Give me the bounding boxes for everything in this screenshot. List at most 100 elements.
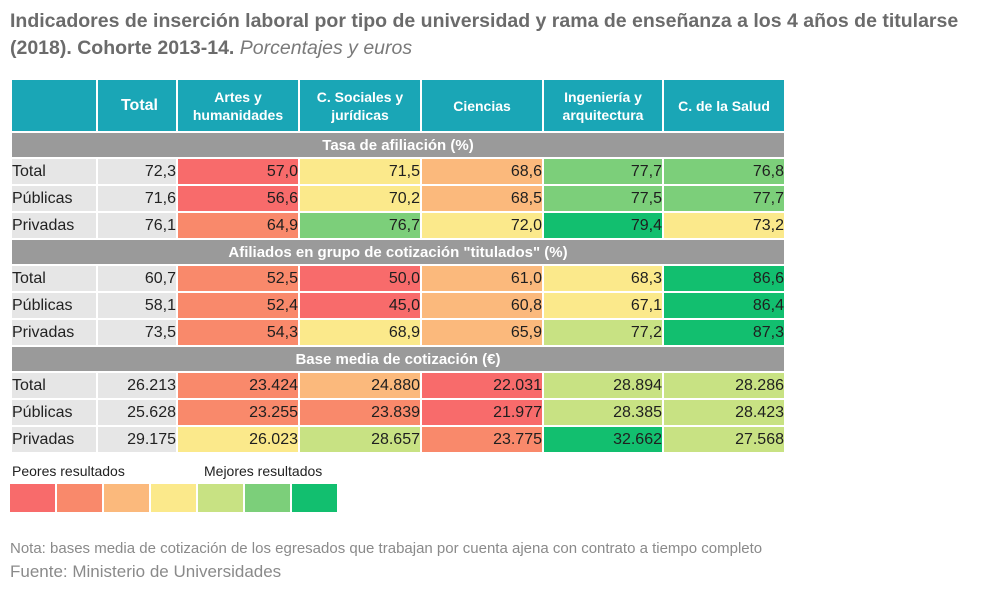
total-cell: 26.213 [96, 371, 178, 400]
value-cell: 28.657 [298, 425, 422, 454]
value-cell: 68,3 [542, 264, 664, 293]
section-title: Base media de cotización (€) [10, 345, 786, 373]
indicators-table: Total Artes y humanidades C. Sociales y … [10, 78, 786, 454]
table-body: Tasa de afiliación (%) Total 72,3 57,0 71,5 6… [10, 131, 786, 454]
column-header: Ciencias [420, 78, 544, 133]
value-cell: 24.880 [298, 371, 422, 400]
value-cell: 52,4 [176, 291, 300, 320]
value-cell: 52,5 [176, 264, 300, 293]
legend-color-scale [10, 484, 339, 512]
value-cell: 26.023 [176, 425, 300, 454]
row-label: Privadas [10, 211, 98, 240]
value-cell: 73,2 [662, 211, 786, 240]
value-cell: 23.255 [176, 398, 300, 427]
value-cell: 86,4 [662, 291, 786, 320]
value-cell: 28.423 [662, 398, 786, 427]
column-header: Ingeniería y arquitectura [542, 78, 664, 133]
value-cell: 57,0 [176, 157, 300, 186]
row-label: Total [10, 157, 98, 186]
value-cell: 61,0 [420, 264, 544, 293]
table-header-row: Total Artes y humanidades C. Sociales y … [10, 78, 786, 133]
table-row: Públicas 25.628 23.255 23.839 21.977 28.385 28… [10, 398, 786, 427]
value-cell: 23.424 [176, 371, 300, 400]
column-header: Total [96, 78, 178, 133]
legend-swatch [292, 484, 337, 512]
section-header-row: Tasa de afiliación (%) [10, 131, 786, 159]
total-cell: 58,1 [96, 291, 178, 320]
value-cell: 72,0 [420, 211, 544, 240]
value-cell: 70,2 [298, 184, 422, 213]
value-cell: 76,8 [662, 157, 786, 186]
value-cell: 56,6 [176, 184, 300, 213]
table-row: Privadas 29.175 26.023 28.657 23.775 32.662 27… [10, 425, 786, 454]
row-label: Públicas [10, 291, 98, 320]
value-cell: 28.286 [662, 371, 786, 400]
total-cell: 60,7 [96, 264, 178, 293]
total-cell: 72,3 [96, 157, 178, 186]
value-cell: 45,0 [298, 291, 422, 320]
chart-subtitle: Porcentajes y euros [239, 37, 413, 59]
section-header-row: Afiliados en grupo de cotización "titula… [10, 238, 786, 266]
table-row: Privadas 73,5 54,3 68,9 65,9 77,2 87,3 [10, 318, 786, 347]
legend-swatch [10, 484, 55, 512]
value-cell: 77,5 [542, 184, 664, 213]
total-cell: 25.628 [96, 398, 178, 427]
table-row: Públicas 58,1 52,4 45,0 60,8 67,1 86,4 [10, 291, 786, 320]
row-label: Total [10, 371, 98, 400]
value-cell: 68,9 [298, 318, 422, 347]
value-cell: 86,6 [662, 264, 786, 293]
value-cell: 22.031 [420, 371, 544, 400]
footnote: Nota: bases media de cotización de los e… [10, 540, 763, 557]
legend-worse-label: Peores resultados [12, 463, 125, 479]
value-cell: 54,3 [176, 318, 300, 347]
total-cell: 76,1 [96, 211, 178, 240]
section-title: Afiliados en grupo de cotización "titula… [10, 238, 786, 266]
value-cell: 32.662 [542, 425, 664, 454]
row-label: Públicas [10, 184, 98, 213]
legend-swatch [151, 484, 196, 512]
value-cell: 50,0 [298, 264, 422, 293]
value-cell: 64,9 [176, 211, 300, 240]
table-row: Total 72,3 57,0 71,5 68,6 77,7 76,8 [10, 157, 786, 186]
value-cell: 68,6 [420, 157, 544, 186]
value-cell: 87,3 [662, 318, 786, 347]
row-label: Públicas [10, 398, 98, 427]
total-cell: 71,6 [96, 184, 178, 213]
table-row: Total 60,7 52,5 50,0 61,0 68,3 86,6 [10, 264, 786, 293]
legend-swatch [198, 484, 243, 512]
row-label: Privadas [10, 425, 98, 454]
source-note: Fuente: Ministerio de Universidades [10, 562, 282, 581]
legend-swatch [104, 484, 149, 512]
row-label: Privadas [10, 318, 98, 347]
value-cell: 77,2 [542, 318, 664, 347]
column-header: C. Sociales y jurídicas [298, 78, 422, 133]
value-cell: 23.775 [420, 425, 544, 454]
section-title: Tasa de afiliación (%) [10, 131, 786, 159]
value-cell: 76,7 [298, 211, 422, 240]
legend-swatch [57, 484, 102, 512]
table-row: Privadas 76,1 64,9 76,7 72,0 79,4 73,2 [10, 211, 786, 240]
value-cell: 79,4 [542, 211, 664, 240]
value-cell: 77,7 [542, 157, 664, 186]
legend-better-label: Mejores resultados [204, 463, 323, 479]
value-cell: 27.568 [662, 425, 786, 454]
column-header: Artes y humanidades [176, 78, 300, 133]
header-corner [10, 78, 98, 133]
value-cell: 77,7 [662, 184, 786, 213]
chart-title: Indicadores de inserción laboral por tip… [10, 8, 985, 62]
value-cell: 60,8 [420, 291, 544, 320]
legend-swatch [245, 484, 290, 512]
row-label: Total [10, 264, 98, 293]
value-cell: 21.977 [420, 398, 544, 427]
table-row: Públicas 71,6 56,6 70,2 68,5 77,5 77,7 [10, 184, 786, 213]
total-cell: 73,5 [96, 318, 178, 347]
column-header: C. de la Salud [662, 78, 786, 133]
value-cell: 28.385 [542, 398, 664, 427]
value-cell: 71,5 [298, 157, 422, 186]
value-cell: 28.894 [542, 371, 664, 400]
table-row: Total 26.213 23.424 24.880 22.031 28.894 28.28… [10, 371, 786, 400]
chart-title-text: Indicadores de inserción laboral por tip… [10, 10, 959, 59]
value-cell: 67,1 [542, 291, 664, 320]
value-cell: 68,5 [420, 184, 544, 213]
section-header-row: Base media de cotización (€) [10, 345, 786, 373]
